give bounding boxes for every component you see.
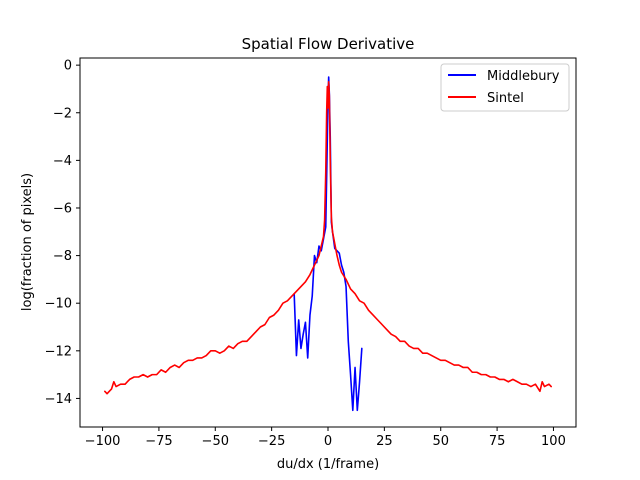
x-tick-label: 75	[489, 434, 506, 449]
x-tick-label: −75	[145, 434, 172, 449]
series-layer	[104, 76, 553, 412]
y-tick-label: 0	[64, 59, 72, 74]
x-tick-label: −25	[258, 434, 285, 449]
series-line-sintel	[104, 81, 553, 395]
y-tick-label: −10	[45, 297, 72, 312]
y-tick-label: −14	[45, 392, 72, 407]
x-axis: −100 −75 −50 −25 0 25 50 75 100	[85, 427, 566, 449]
x-tick-label: 100	[541, 434, 566, 449]
y-axis-title: log(fraction of pixels)	[20, 173, 35, 311]
x-tick-label: −50	[202, 434, 229, 449]
y-tick-label: −2	[53, 106, 72, 121]
y-axis: 0 −2 −4 −6 −8 −10 −12 −14	[45, 59, 80, 407]
legend-label-middlebury: Middlebury	[487, 69, 560, 84]
legend-label-sintel: Sintel	[487, 91, 524, 106]
y-tick-label: −6	[53, 201, 72, 216]
series-line-middlebury	[293, 76, 363, 412]
y-tick-label: −8	[53, 249, 72, 264]
x-tick-label: −100	[85, 434, 121, 449]
x-tick-label: 50	[432, 434, 449, 449]
legend: Middlebury Sintel	[440, 63, 570, 112]
y-tick-label: −4	[53, 154, 72, 169]
y-tick-label: −12	[45, 344, 72, 359]
x-axis-title: du/dx (1/frame)	[277, 457, 379, 472]
x-tick-label: 25	[376, 434, 393, 449]
chart-title: Spatial Flow Derivative	[242, 35, 415, 53]
x-tick-label: 0	[324, 434, 332, 449]
